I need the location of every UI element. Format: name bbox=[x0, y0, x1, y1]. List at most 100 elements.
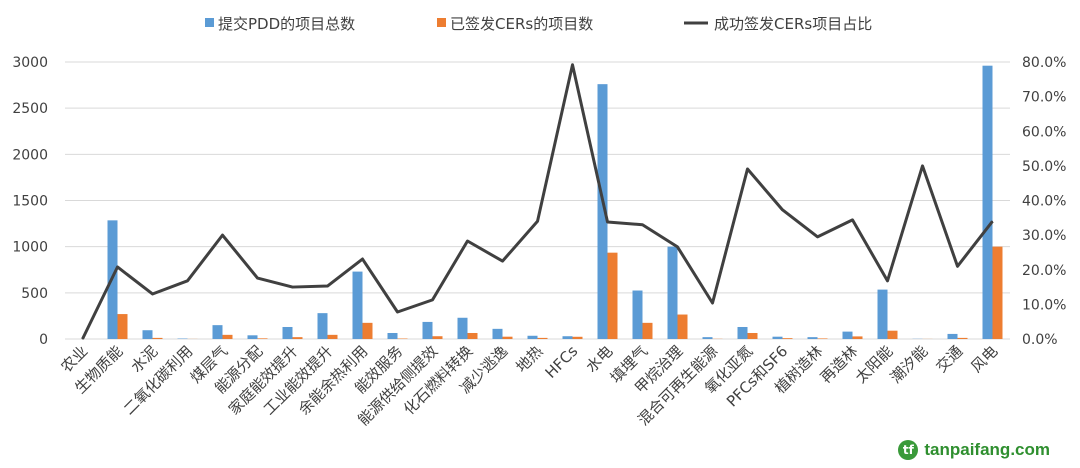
x-tick-label: 地热 bbox=[512, 342, 546, 376]
y-right-tick-label: 10.0% bbox=[1022, 297, 1066, 313]
x-tick-label: 再造林 bbox=[817, 342, 862, 387]
legend-label: 提交PDD的项目总数 bbox=[218, 15, 355, 33]
bar-1 bbox=[782, 338, 793, 339]
bar-1 bbox=[432, 336, 443, 339]
bar-0 bbox=[352, 271, 363, 339]
line-point bbox=[432, 299, 433, 301]
line-point bbox=[82, 338, 83, 340]
bar-0 bbox=[457, 317, 468, 339]
x-tick-label: HFCs bbox=[542, 342, 582, 382]
line-point bbox=[992, 220, 993, 222]
x-tick-label: 太阳能 bbox=[852, 342, 897, 387]
bar-0 bbox=[982, 65, 993, 340]
bar-1 bbox=[887, 330, 898, 339]
y-right-tick-label: 80.0% bbox=[1022, 55, 1066, 71]
line-point bbox=[677, 246, 678, 248]
y-right-tick-label: 70.0% bbox=[1022, 90, 1066, 106]
y-left-tick-label: 2500 bbox=[12, 101, 48, 117]
bar-1 bbox=[467, 332, 478, 339]
bar-0 bbox=[667, 246, 678, 339]
bar-1 bbox=[257, 338, 268, 339]
bar-1 bbox=[642, 322, 653, 339]
line-point bbox=[572, 64, 573, 66]
line-point bbox=[642, 224, 643, 226]
bar-0 bbox=[737, 326, 748, 339]
bar-1 bbox=[817, 338, 828, 339]
line-point bbox=[397, 311, 398, 313]
bar-1 bbox=[502, 336, 513, 339]
bar-0 bbox=[492, 328, 503, 339]
y-left-tick-label: 3000 bbox=[12, 55, 48, 71]
bar-1 bbox=[117, 314, 128, 339]
bar-1 bbox=[362, 322, 373, 339]
line-point bbox=[502, 260, 503, 262]
bar-1 bbox=[957, 337, 968, 339]
watermark-text: tanpaifang.com bbox=[924, 440, 1050, 459]
bar-0 bbox=[212, 325, 223, 339]
bar-0 bbox=[947, 333, 958, 339]
y-right-tick-label: 50.0% bbox=[1022, 159, 1066, 175]
line-point bbox=[257, 277, 258, 279]
bar-1 bbox=[572, 336, 583, 339]
line-point bbox=[152, 293, 153, 295]
x-tick-label: 交通 bbox=[932, 342, 966, 376]
bar-0 bbox=[702, 337, 713, 339]
bar-0 bbox=[247, 335, 258, 339]
line-point bbox=[537, 220, 538, 222]
y-left-tick-label: 1500 bbox=[12, 194, 48, 210]
watermark-logo-icon: tf bbox=[898, 440, 919, 460]
y-right-tick-label: 40.0% bbox=[1022, 194, 1066, 210]
y-right-tick-label: 60.0% bbox=[1022, 124, 1066, 140]
line-series bbox=[81, 63, 994, 340]
bar-0 bbox=[772, 336, 783, 339]
bar-0 bbox=[842, 331, 853, 339]
bar-1 bbox=[152, 337, 163, 339]
x-tick-label: 风电 bbox=[967, 342, 1001, 376]
y-right-tick-label: 30.0% bbox=[1022, 228, 1066, 244]
line-point bbox=[117, 266, 118, 268]
line-point bbox=[957, 265, 958, 267]
line-point bbox=[922, 165, 923, 167]
line-point bbox=[747, 168, 748, 170]
bar-0 bbox=[142, 330, 153, 339]
bar-1 bbox=[747, 332, 758, 339]
bar-0 bbox=[527, 335, 538, 339]
line-point bbox=[887, 280, 888, 282]
bar-0 bbox=[387, 332, 398, 339]
legend-label: 成功签发CERs项目占比 bbox=[714, 15, 872, 33]
x-tick-label: 潮汐能 bbox=[887, 342, 932, 387]
bar-1 bbox=[292, 337, 303, 339]
line-point bbox=[187, 280, 188, 282]
bar-1 bbox=[677, 314, 688, 339]
bar-1 bbox=[222, 334, 233, 339]
legend-swatch bbox=[205, 18, 214, 27]
line-point bbox=[817, 236, 818, 238]
bar-1 bbox=[327, 334, 338, 339]
bar-0 bbox=[597, 84, 608, 339]
bar-0 bbox=[422, 321, 433, 339]
bar-0 bbox=[282, 326, 293, 339]
y-left-tick-label: 1000 bbox=[12, 240, 48, 256]
bar-0 bbox=[562, 336, 573, 339]
line-point bbox=[712, 302, 713, 304]
legend-swatch bbox=[437, 18, 446, 27]
line-point bbox=[222, 234, 223, 236]
line-point bbox=[362, 258, 363, 260]
bar-1 bbox=[992, 246, 1003, 339]
line-point bbox=[292, 286, 293, 288]
bar-1 bbox=[852, 336, 863, 339]
y-left-tick-label: 2000 bbox=[12, 147, 48, 163]
bar-1 bbox=[537, 337, 548, 339]
bar-0 bbox=[632, 290, 643, 339]
y-left-tick-label: 500 bbox=[21, 286, 48, 302]
line-point bbox=[327, 285, 328, 287]
y-right-tick-label: 0.0% bbox=[1022, 332, 1058, 348]
y-right-tick-label: 20.0% bbox=[1022, 263, 1066, 279]
line-point bbox=[607, 221, 608, 223]
line-point bbox=[852, 219, 853, 221]
watermark: tf tanpaifang.com bbox=[898, 440, 1050, 460]
bar-1 bbox=[607, 252, 618, 339]
y-left-tick-label: 0 bbox=[39, 332, 48, 348]
